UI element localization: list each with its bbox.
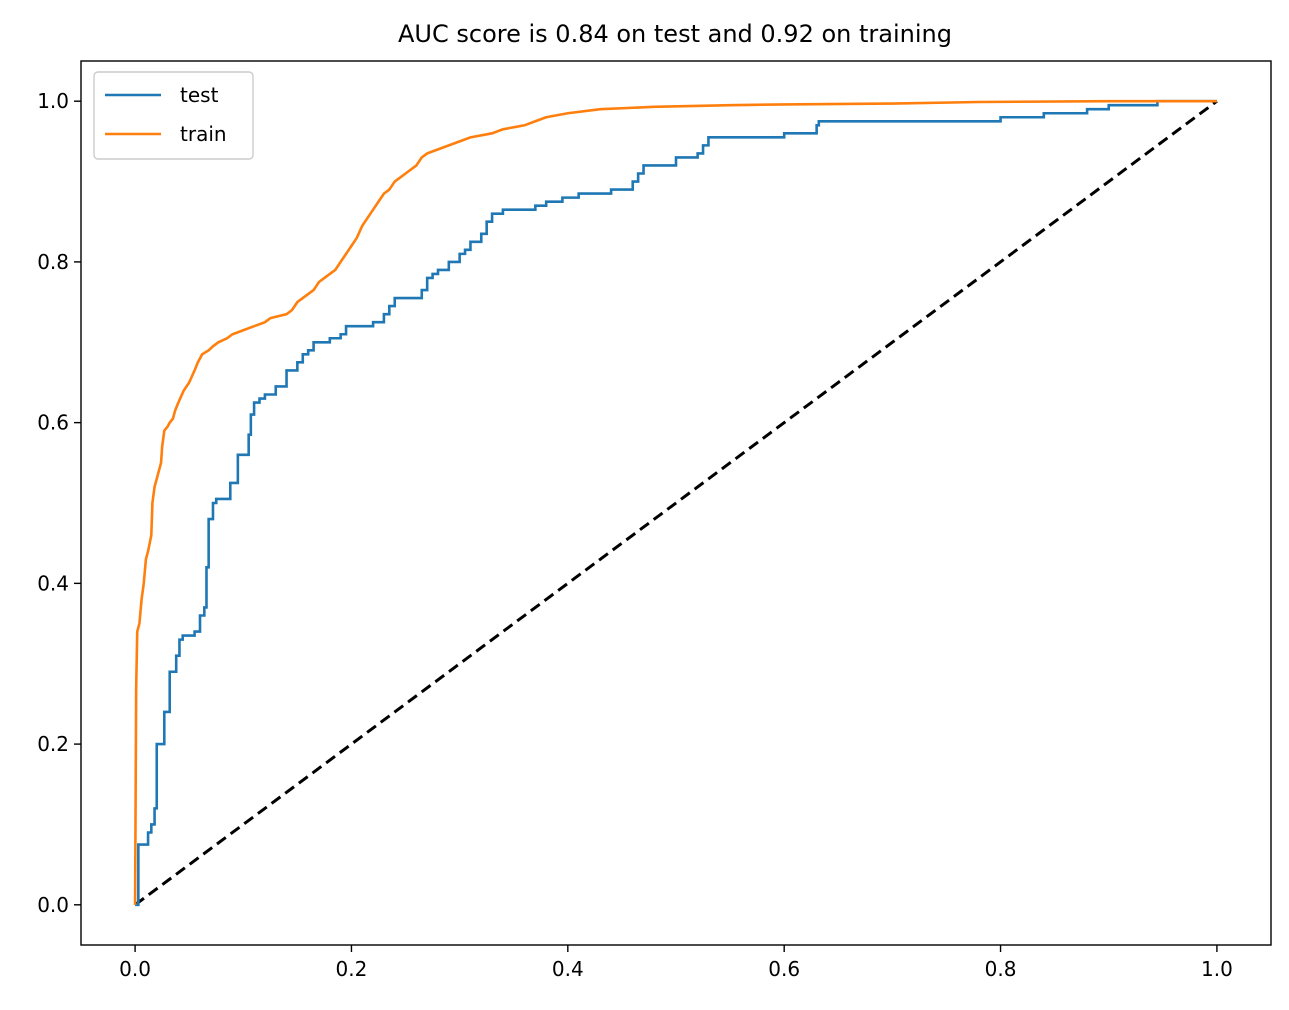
y-tick-label: 1.0 [37,89,69,113]
legend-box [93,71,254,160]
x-tick-label: 0.8 [985,957,1017,981]
y-axis: 0.0 0.2 0.4 0.6 0.8 1.0 [37,89,81,917]
legend: test train [93,71,254,160]
legend-label-train: train [180,122,227,146]
x-tick-label: 1.0 [1201,957,1233,981]
chart-title: AUC score is 0.84 on test and 0.92 on tr… [398,20,952,48]
x-tick-label: 0.6 [768,957,800,981]
y-tick-label: 0.6 [37,411,69,435]
x-axis: 0.0 0.2 0.4 0.6 0.8 1.0 [119,945,1233,981]
legend-label-test: test [180,83,219,107]
x-tick-label: 0.4 [552,957,584,981]
series-line-test [135,99,1217,907]
y-tick-label: 0.8 [37,250,69,274]
y-tick-label: 0.2 [37,732,69,756]
series-layer [133,99,1218,907]
plot-area [80,60,1272,946]
series-line-train [133,99,1217,905]
axes-frame [80,60,1272,946]
x-tick-label: 0.2 [336,957,368,981]
x-tick-label: 0.0 [119,957,151,981]
y-tick-label: 0.0 [37,893,69,917]
y-tick-label: 0.4 [37,571,69,595]
reference-diagonal-line [134,99,1218,907]
